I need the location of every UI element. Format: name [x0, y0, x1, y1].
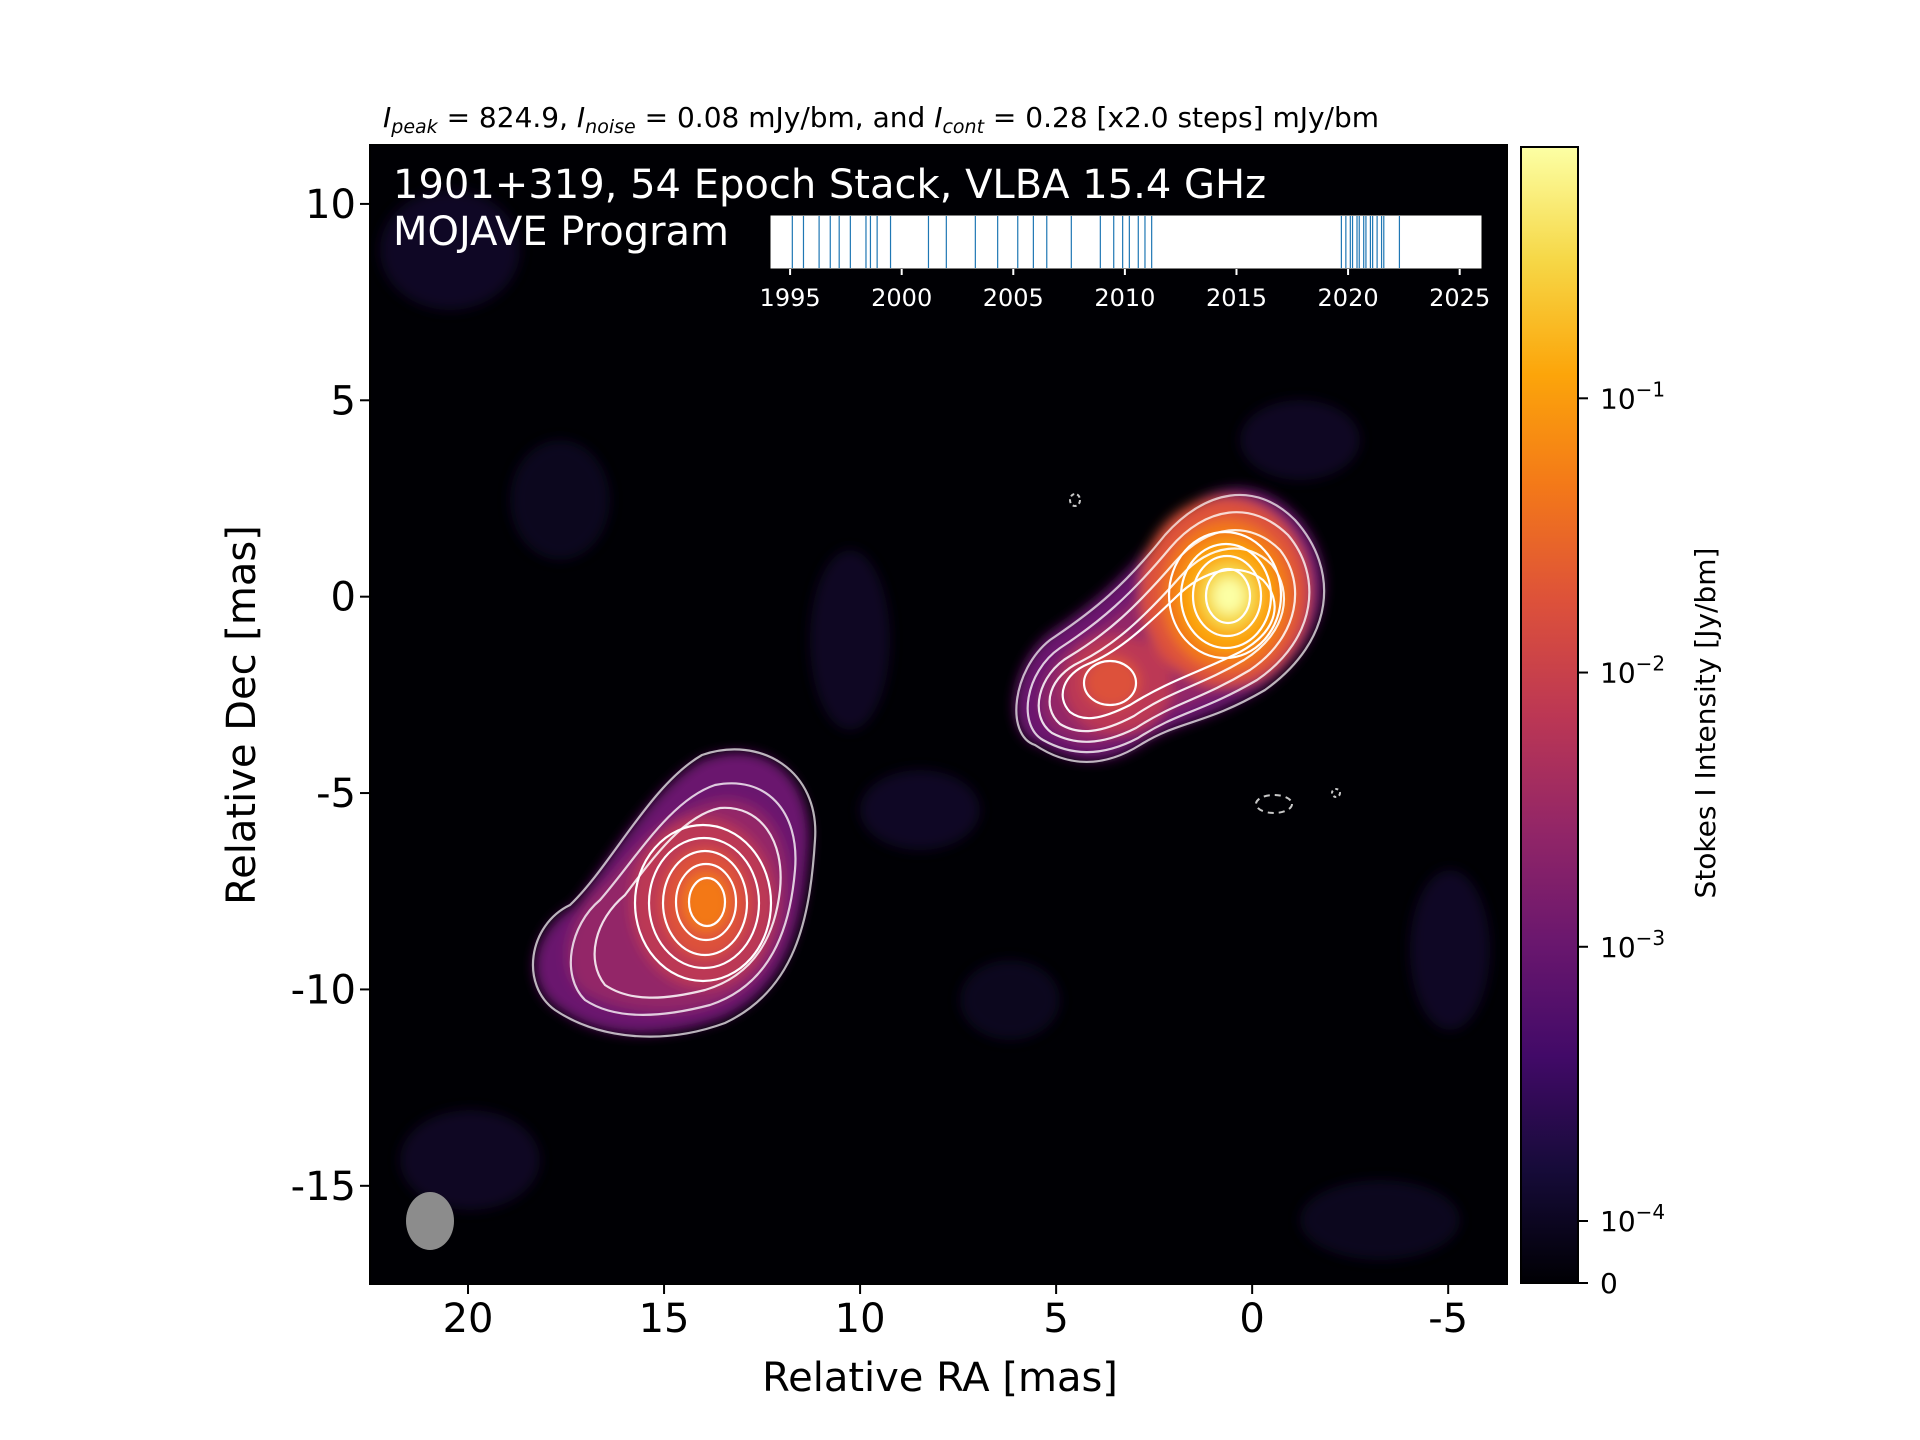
x-tick-label: 15: [639, 1296, 690, 1342]
colorbar-tick-label: 10−1: [1600, 377, 1665, 415]
epoch-tick-label: 2015: [1206, 284, 1267, 312]
epoch-timeline: 1995 2000 2005 2010 2015 2020 2025: [760, 214, 1490, 312]
epoch-tick-label: 2025: [1429, 284, 1490, 312]
x-tick-label: 5: [1043, 1296, 1068, 1342]
epoch-tick-label: 2000: [871, 284, 932, 312]
noise-haze: [380, 190, 1490, 1260]
outer-knot-contours: [532, 748, 817, 1038]
y-tick-label: 0: [331, 575, 356, 621]
y-tick-label: 5: [331, 378, 356, 424]
y-tick-label: -10: [291, 967, 356, 1013]
x-axis-label: Relative RA [mas]: [762, 1355, 1118, 1401]
image-frame: [369, 144, 1508, 1285]
title-peak-symbol: I: [383, 101, 391, 134]
title-noise-text: = 0.08 mJy/bm, and: [636, 101, 934, 134]
epoch-ticks: [791, 216, 1401, 268]
title-noise-symbol: I: [577, 101, 585, 134]
colorbar-frame: [1520, 146, 1579, 1284]
x-tick-label: 0: [1239, 1296, 1264, 1342]
x-tick-label: 10: [835, 1296, 886, 1342]
y-axis: 10 5 0 -5 -10 -15: [291, 182, 370, 1210]
x-tick-label: 20: [443, 1296, 494, 1342]
chart-title: Ipeak = 824.9, Inoise = 0.08 mJy/bm, and…: [383, 101, 1379, 138]
colorbar-tick-label: 10−4: [1600, 1200, 1665, 1238]
title-cont-symbol: I: [934, 101, 942, 134]
y-tick-label: 10: [305, 182, 356, 228]
title-noise-subscript: noise: [585, 116, 636, 138]
overlay-title-line1: 1901+319, 54 Epoch Stack, VLBA 15.4 GHz: [393, 162, 1266, 208]
colorbar-label: Stokes I Intensity [Jy/bm]: [1689, 548, 1722, 899]
intensity-map: [380, 190, 1490, 1260]
image-background: [370, 145, 1507, 1284]
overlay-title-line2: MOJAVE Program: [393, 209, 729, 255]
beam-ellipse: [406, 1192, 454, 1250]
x-tick-label: -5: [1428, 1296, 1468, 1342]
epoch-tick-label: 2005: [983, 284, 1044, 312]
colorbar-gradient: [1521, 147, 1578, 1283]
epoch-tick-label: 2020: [1318, 284, 1379, 312]
core-contours: [1015, 493, 1326, 764]
title-peak-subscript: peak: [390, 116, 438, 138]
colorbar-tick-label: 10−2: [1600, 652, 1665, 690]
negative-contours: [1069, 493, 1341, 814]
colorbar-tick-label: 0: [1600, 1267, 1618, 1300]
x-axis: 20 15 10 5 0 -5: [443, 1284, 1468, 1342]
colorbar: 10−1 10−2 10−3 10−4 0 Stokes I Intensity [Jy…: [1520, 146, 1722, 1300]
y-tick-label: -5: [316, 771, 356, 817]
y-tick-label: -15: [291, 1164, 356, 1210]
colorbar-tick-label: 10−3: [1600, 926, 1665, 964]
colorbar-ticks: 10−1 10−2 10−3 10−4 0: [1578, 377, 1665, 1300]
title-peak-text: = 824.9,: [438, 101, 577, 134]
title-cont-subscript: cont: [942, 116, 985, 138]
title-cont-text: = 0.28 [x2.0 steps] mJy/bm: [984, 101, 1379, 134]
epoch-tick-label: 2010: [1094, 284, 1155, 312]
outer-knot-emission: [534, 751, 810, 1034]
epoch-tick-label: 1995: [760, 284, 821, 312]
epoch-axis: 1995 2000 2005 2010 2015 2020 2025: [760, 269, 1490, 312]
y-axis-label: Relative Dec [mas]: [219, 525, 265, 905]
